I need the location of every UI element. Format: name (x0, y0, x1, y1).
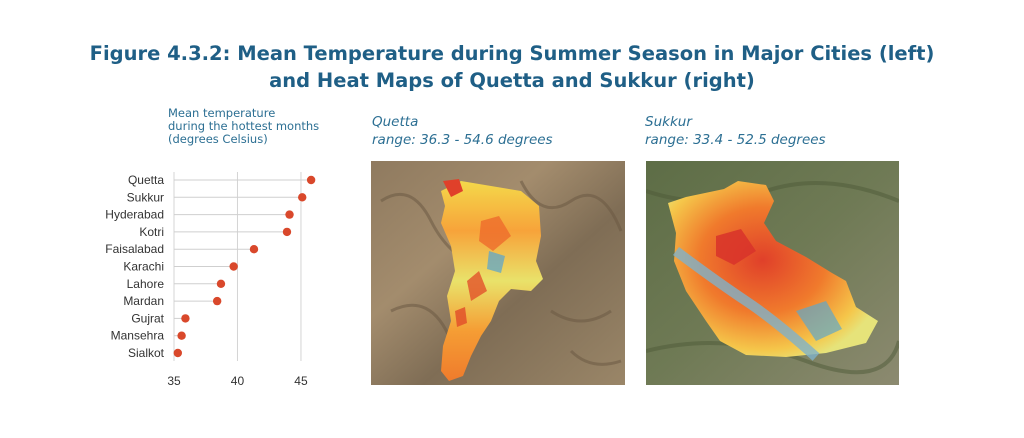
category-label: Hyderabad (105, 208, 164, 222)
sukkur-hotspot-center (716, 229, 756, 265)
sukkur-river-channel (673, 246, 820, 361)
quetta-hotspot-center (479, 216, 511, 251)
category-label: Karachi (123, 260, 164, 274)
category-label: Gujrat (131, 311, 164, 325)
figure-title: Figure 4.3.2: Mean Temperature during Su… (0, 40, 1024, 94)
data-point (216, 279, 226, 288)
quetta-heat-overlay (441, 181, 543, 381)
quetta-hotspot-far-south (455, 307, 467, 327)
category-label: Lahore (127, 277, 165, 291)
quetta-heat-map (371, 161, 625, 385)
sukkur-map-caption: Sukkur range: 33.4 - 52.5 degrees (645, 113, 826, 149)
sukkur-map-title: Sukkur (645, 114, 692, 130)
data-point (306, 175, 316, 185)
quetta-cool-patch (487, 251, 505, 273)
x-tick-label-35: 35 (167, 374, 181, 388)
quetta-hotspot-north (443, 179, 463, 197)
data-point (173, 348, 183, 358)
data-point (249, 245, 259, 254)
sukkur-cool-patch (796, 301, 842, 341)
dot-chart-axis-title-line-1: Mean temperature (168, 106, 276, 120)
data-point (282, 227, 292, 237)
quetta-map-range: range: 36.3 - 54.6 degrees (372, 132, 553, 148)
data-point (298, 193, 307, 202)
quetta-map-caption: Quetta range: 36.3 - 54.6 degrees (372, 113, 553, 149)
data-point (177, 331, 186, 340)
category-label: Mansehra (111, 329, 165, 343)
temperature-dot-chart: 35 40 45 Quetta Sukkur Hyderabad Kotri Faisalab… (105, 172, 316, 388)
figure-title-line-1: Figure 4.3.2: Mean Temperature during Su… (89, 42, 935, 65)
category-label: Faisalabad (105, 242, 164, 256)
category-label: Quetta (128, 173, 164, 187)
sukkur-map-range: range: 33.4 - 52.5 degrees (645, 132, 826, 148)
dot-chart-axis-title-line-3: (degrees Celsius) (168, 132, 268, 146)
data-point (181, 314, 190, 323)
category-label: Kotri (139, 225, 164, 239)
x-tick-label-40: 40 (231, 374, 245, 388)
dot-chart-axis-title-line-2: during the hottest months (168, 119, 320, 133)
data-point (212, 296, 222, 306)
quetta-hotspot-south (467, 271, 487, 301)
quetta-terrain-ridges (380, 180, 623, 366)
x-tick-label-45: 45 (294, 374, 308, 388)
quetta-map-title: Quetta (372, 114, 419, 130)
category-label: Sialkot (128, 346, 165, 360)
category-label: Mardan (123, 294, 164, 308)
category-label: Sukkur (127, 190, 164, 204)
data-point (285, 210, 294, 219)
data-point (229, 262, 238, 271)
sukkur-heat-map (646, 161, 899, 385)
figure-title-line-2: and Heat Maps of Quetta and Sukkur (righ… (269, 69, 755, 92)
dot-chart-axis-title: Mean temperature during the hottest mont… (168, 107, 319, 146)
